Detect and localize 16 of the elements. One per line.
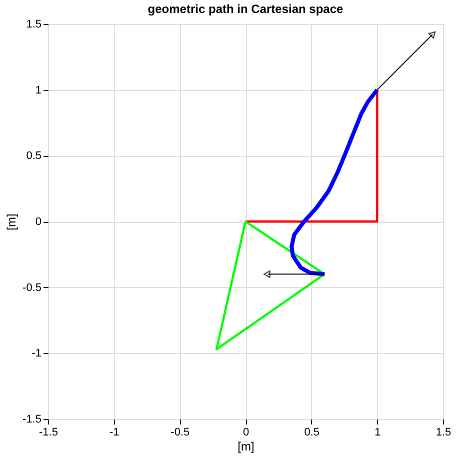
y-axis-title: [m] bbox=[4, 214, 19, 230]
x-axis-title: [m] bbox=[238, 440, 254, 454]
y-tick-label: 0.5 bbox=[26, 150, 42, 162]
x-tick-label: 0.5 bbox=[304, 426, 320, 438]
x-tick-label: 1 bbox=[374, 426, 381, 438]
chart-title: geometric path in Cartesian space bbox=[148, 2, 344, 16]
y-tick-label: -1.5 bbox=[22, 414, 42, 426]
x-tick-label: -0.5 bbox=[170, 426, 190, 438]
y-tick-label: -0.5 bbox=[22, 282, 42, 294]
x-tick-label: 0 bbox=[242, 426, 250, 438]
y-tick-label: -1 bbox=[32, 348, 42, 360]
y-tick-label: 1.5 bbox=[26, 18, 42, 30]
x-tick-label: 1.5 bbox=[436, 426, 452, 438]
y-tick-label: 1 bbox=[35, 84, 42, 96]
x-tick-label: -1 bbox=[109, 426, 120, 438]
y-tick-label: 0 bbox=[35, 216, 42, 228]
